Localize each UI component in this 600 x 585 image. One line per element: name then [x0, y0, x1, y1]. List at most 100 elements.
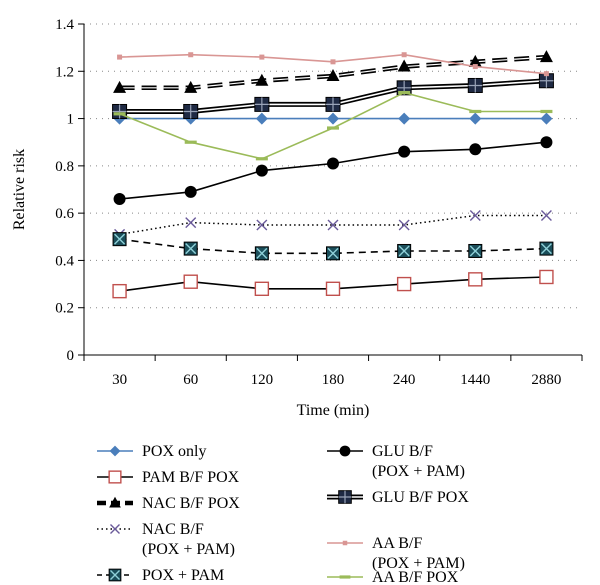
series-aa-b-f-pox-pam-point-1	[188, 52, 194, 58]
square-marker	[254, 281, 270, 296]
legend-swatch-marker	[109, 445, 121, 457]
legend-swatch-marker	[338, 490, 352, 504]
series-pox-pam-point-6	[539, 241, 554, 256]
diamond-marker	[327, 112, 339, 125]
legend-label: PAM B/F POX	[142, 469, 240, 486]
square-marker	[112, 283, 127, 299]
triangle-marker	[109, 496, 121, 508]
circle-marker	[540, 136, 553, 149]
diamond-marker	[255, 112, 268, 125]
series-nac-b-f-pox-pam-point-3	[327, 219, 339, 231]
series-nac-b-f-pox	[113, 50, 553, 93]
box-x-marker	[256, 247, 268, 259]
diamond-marker	[109, 445, 121, 457]
small-square-marker	[117, 54, 123, 60]
x-axis-title: Time (min)	[297, 402, 370, 419]
circle-marker	[184, 185, 197, 198]
square-marker	[325, 281, 341, 296]
x-marker	[540, 210, 552, 222]
small-square-marker	[401, 52, 407, 58]
series-nac-b-f-pox-point-2	[255, 73, 269, 86]
series-aa-b-f-pox-point-0	[113, 112, 126, 116]
series-aa-b-f-pox-point-3	[327, 126, 339, 130]
circle-marker	[469, 143, 482, 156]
series-nac-b-f-pox-point-5	[468, 54, 482, 67]
dash-marker	[469, 109, 482, 114]
series-aa-b-f-pox-point-5	[469, 109, 482, 114]
square-marker	[396, 276, 412, 292]
series-nac-b-f-pox-point-3	[326, 69, 340, 82]
legend-item-pam-b-f-pox: PAM B/F POX	[97, 469, 240, 486]
square-cross-lines	[326, 97, 340, 112]
series-aa-b-f-pox-point-1	[184, 140, 197, 144]
series-glu-b-f-pox-pam-point-3	[327, 157, 339, 170]
series-pox-pam	[112, 232, 554, 261]
small-square-marker	[330, 59, 336, 65]
dash-marker	[184, 140, 197, 144]
y-tick-label: 1.2	[55, 64, 74, 80]
series-pox-only-point-3	[327, 112, 339, 125]
dash-marker	[327, 126, 339, 130]
diamond-marker	[469, 112, 482, 125]
legend-item-glu-b-f-pox: GLU B/F POX	[327, 489, 469, 506]
legend-item-pox-pam: POX + PAM	[97, 567, 224, 584]
legend-swatch-marker	[108, 470, 122, 484]
box-x-marker	[110, 570, 120, 580]
series-aa-b-f-pox-point-6	[540, 109, 553, 114]
triangle-marker	[184, 80, 198, 93]
series-glu-b-f-pox-point-5	[467, 77, 483, 93]
triangle-marker	[468, 54, 482, 67]
y-axis-title: Relative risk	[11, 149, 28, 230]
series-pox-only-point-6	[540, 112, 553, 125]
legend-swatch-marker	[342, 540, 348, 546]
square-marker	[468, 272, 483, 287]
x-marker	[398, 219, 410, 231]
triangle-marker	[397, 59, 411, 72]
legend-item-aa-b-f-pox-pam: AA B/F (POX + PAM)	[327, 535, 465, 572]
series-pam-b-f-pox-point-6	[539, 269, 554, 285]
series-glu-b-f-pox-point-2	[254, 96, 270, 112]
square-marker	[108, 470, 122, 484]
x-marker	[469, 210, 481, 222]
legend-label: (POX + PAM)	[372, 555, 465, 572]
series-nac-b-f-pox-pam-point-1	[185, 217, 197, 229]
series-glu-b-f-pox-pam-point-4	[398, 145, 411, 158]
small-square-marker	[543, 71, 549, 77]
legend-swatch-marker	[108, 568, 122, 582]
legend-item-nac-b-f-pox: NAC B/F POX	[97, 495, 240, 512]
y-tick-label: 0	[67, 348, 75, 364]
square-cross-lines	[468, 78, 483, 93]
legend-label: NAC B/F POX	[142, 495, 240, 512]
box-x-marker	[398, 245, 410, 257]
series-pox-only	[113, 112, 553, 125]
series-aa-b-f-pox-pam-point-2	[259, 54, 265, 60]
dash-marker	[540, 109, 553, 114]
legend-swatch-marker	[339, 445, 351, 457]
series-aa-b-f-pox-pam-point-0	[117, 54, 123, 60]
circle-marker	[113, 192, 126, 205]
legend-item-aa-b-f-pox: AA B/F POX	[327, 569, 459, 585]
legend-item-glu-b-f-pox-pam: GLU B/F (POX + PAM)	[327, 443, 465, 480]
legend-label: (POX + PAM)	[372, 463, 465, 480]
dash-marker	[113, 112, 126, 116]
series-glu-b-f-pox-pam-point-5	[469, 143, 482, 156]
series-pox-pam-point-1	[183, 241, 198, 256]
dash-marker	[339, 575, 351, 579]
series-aa-b-f-pox-pam-point-5	[472, 64, 478, 70]
legend-label: GLU B/F POX	[372, 489, 469, 506]
series-nac-b-f-pox-point-4	[397, 59, 411, 72]
legend-label: POX only	[142, 443, 206, 460]
x-tick-label: 180	[322, 372, 345, 388]
series-glu-b-f-pox-point-3	[325, 96, 341, 112]
y-axis-ticks: 0 0.2 0.4 0.6 0.8 1 1.2 1.4	[55, 17, 84, 364]
series-nac-b-f-pox-point-1	[184, 80, 198, 93]
small-square-marker	[188, 52, 194, 58]
series-pox-only-point-4	[398, 112, 411, 125]
series-aa-b-f-pox	[113, 90, 553, 161]
series-pox-pam-point-5	[468, 243, 483, 258]
series-pox-pam-point-2	[254, 246, 269, 261]
x-tick-label: 2880	[531, 372, 561, 388]
x-marker	[185, 217, 197, 229]
y-tick-label: 0.4	[55, 253, 74, 269]
